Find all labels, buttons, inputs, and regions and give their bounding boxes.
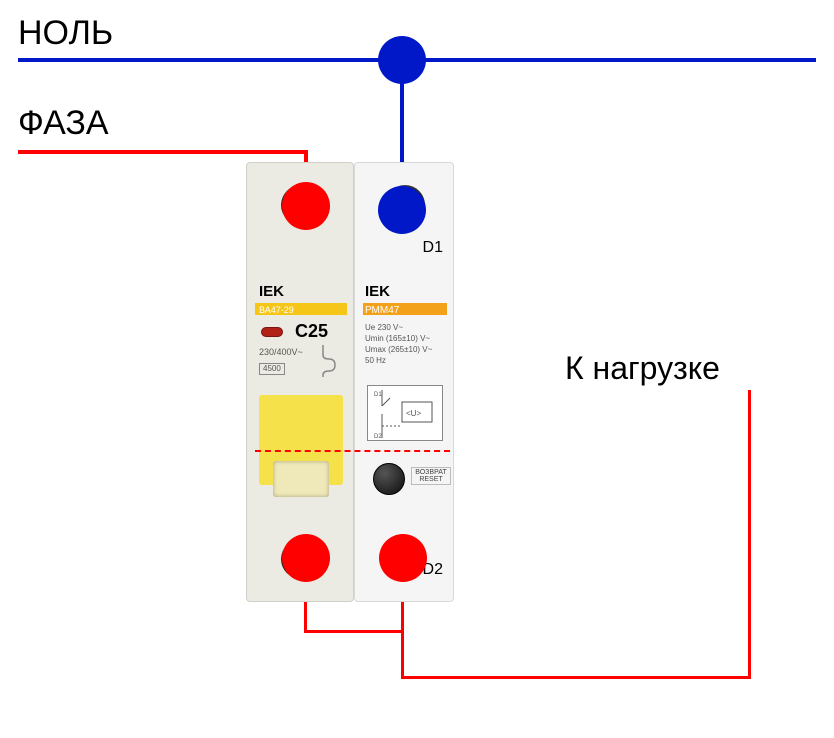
wire-load-across <box>401 676 751 679</box>
wire-load-right-down <box>401 596 404 678</box>
breaker-brand: IEK <box>259 283 284 300</box>
wire-out-bridge <box>304 630 404 633</box>
label-neutral: НОЛЬ <box>18 14 113 53</box>
relay-model: РММ47 <box>365 305 399 316</box>
relay-reset-label: ВОЗВРАТRESET <box>411 467 451 485</box>
node-neutral-top <box>378 36 426 84</box>
breaker-toggle[interactable] <box>273 461 329 497</box>
breaker-volts: 230/400V~ <box>259 347 303 358</box>
label-load: К нагрузке <box>565 350 720 387</box>
svg-text:<U>: <U> <box>406 409 421 418</box>
breaker-indicator <box>261 327 283 337</box>
breaker-rating: C25 <box>295 321 328 342</box>
wire-phase-main <box>18 150 308 154</box>
relay-brand: IEK <box>365 283 390 300</box>
relay-d1-label: D1 <box>423 239 443 257</box>
dashed-midline <box>255 450 450 452</box>
svg-text:D2: D2 <box>374 434 382 440</box>
wire-load-up <box>748 390 751 679</box>
relay-spec-0: Ue 230 V~ <box>365 323 403 333</box>
breaker-tripcurve-icon <box>319 343 345 377</box>
node-relay-out <box>379 534 427 582</box>
relay-schematic-icon: <U> D1 D2 <box>368 386 444 442</box>
node-relay-n-in <box>378 186 426 234</box>
node-phase-in <box>282 182 330 230</box>
breaker-ka: 4500 <box>259 363 285 375</box>
node-breaker-out <box>282 534 330 582</box>
breaker-model: ВА47-29 <box>259 305 294 315</box>
breaker-brand-area: IEK ВА47-29 C25 230/400V~ 4500 <box>247 283 353 383</box>
relay-spec-1: Umin (165±10) V~ <box>365 334 430 344</box>
relay-reset-knob[interactable] <box>373 463 405 495</box>
relay-brand-area: IEK РММ47 Ue 230 V~ Umin (165±10) V~ Uma… <box>355 283 453 393</box>
relay-schematic: <U> D1 D2 <box>367 385 443 441</box>
relay-spec-2: Umax (265±10) V~ <box>365 345 432 355</box>
svg-text:D1: D1 <box>374 392 382 398</box>
relay-spec-3: 50 Hz <box>365 356 386 366</box>
label-phase: ФАЗА <box>18 104 109 143</box>
